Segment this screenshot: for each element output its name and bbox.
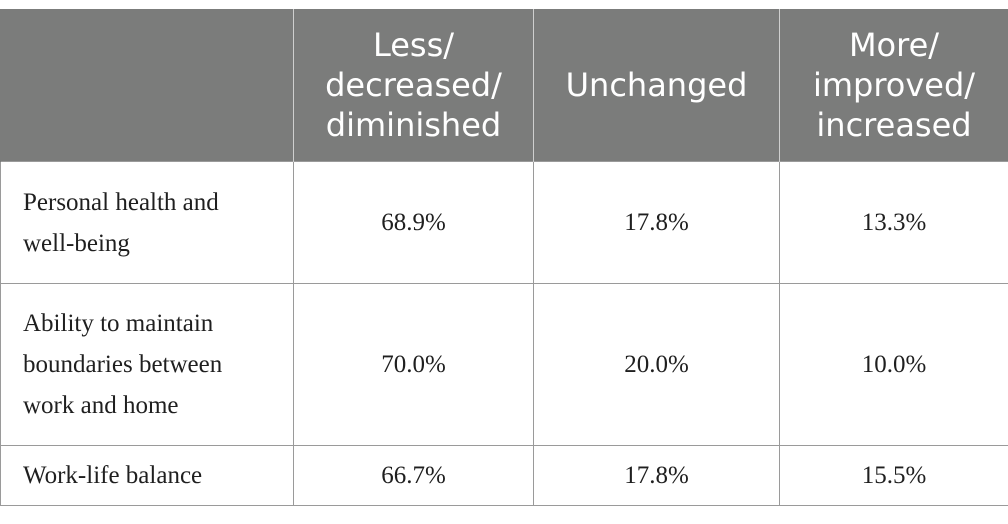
table-header: Less/ decreased/ diminished Unchanged Mo… [0, 9, 1008, 162]
value-cell-unchanged: 17.8% [533, 161, 780, 284]
header-unchanged: Unchanged [533, 9, 780, 162]
value-cell-unchanged: 17.8% [533, 445, 780, 506]
value-cell-less: 66.7% [293, 445, 534, 506]
row-label: Personal health and well-being [0, 161, 294, 284]
row-label: Work-life balance [0, 445, 294, 506]
table-row: Personal health and well-being 68.9% 17.… [0, 161, 1008, 284]
value-cell-more: 10.0% [779, 283, 1008, 446]
row-label: Ability to maintain boundaries between w… [0, 283, 294, 446]
value-cell-less: 68.9% [293, 161, 534, 284]
value-cell-more: 13.3% [779, 161, 1008, 284]
header-empty-cell [0, 9, 294, 162]
value-cell-more: 15.5% [779, 445, 1008, 506]
header-row: Less/ decreased/ diminished Unchanged Mo… [0, 9, 1008, 162]
table-row: Ability to maintain boundaries between w… [0, 283, 1008, 446]
table-row: Work-life balance 66.7% 17.8% 15.5% [0, 445, 1008, 506]
header-less-decreased-diminished: Less/ decreased/ diminished [293, 9, 534, 162]
value-cell-less: 70.0% [293, 283, 534, 446]
results-table: Less/ decreased/ diminished Unchanged Mo… [0, 9, 1008, 506]
header-more-improved-increased: More/ improved/ increased [779, 9, 1008, 162]
table-body: Personal health and well-being 68.9% 17.… [0, 161, 1008, 506]
value-cell-unchanged: 20.0% [533, 283, 780, 446]
